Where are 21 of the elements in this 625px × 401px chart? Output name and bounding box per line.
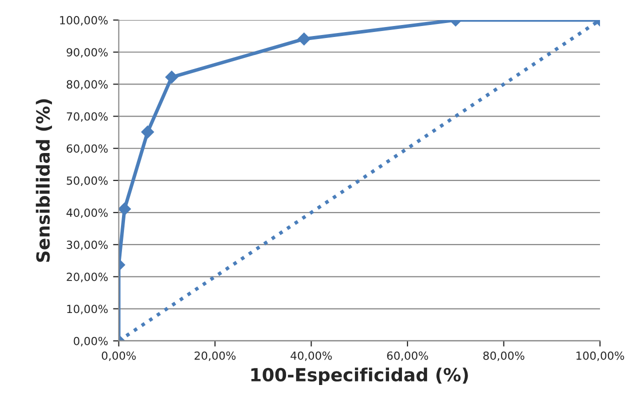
point	[141, 126, 154, 138]
x-tick-label: 60,00%	[387, 351, 428, 361]
y-tick-label: 80,00%	[66, 80, 108, 90]
x-tick-label: 20,00%	[194, 351, 236, 361]
y-tick-label: 30,00%	[66, 240, 108, 250]
point	[118, 202, 131, 216]
y-tick-label: 50,00%	[66, 176, 108, 186]
x-tick-label: 0,00%	[102, 351, 136, 361]
y-tick-label: 70,00%	[66, 112, 108, 122]
y-tick-label: 10,00%	[67, 304, 108, 314]
x-axis-title: 100-Especificidad (%)	[251, 368, 468, 386]
y-axis-title: Sensibilidad (%)	[36, 99, 52, 262]
y-tick-label: 40,00%	[66, 208, 108, 218]
y-tick-label: 90,00%	[66, 48, 108, 58]
y-tick-label: 0,00%	[74, 336, 108, 346]
x-tick-label: 40,00%	[290, 351, 332, 361]
y-tick-label: 100,00%	[60, 16, 108, 26]
x-tick-label: 80,00%	[483, 351, 524, 361]
y-tick-label: 60,00%	[66, 144, 108, 154]
x-tick-label: 100,00%	[576, 351, 624, 361]
y-tick-label: 20,00%	[66, 272, 108, 282]
